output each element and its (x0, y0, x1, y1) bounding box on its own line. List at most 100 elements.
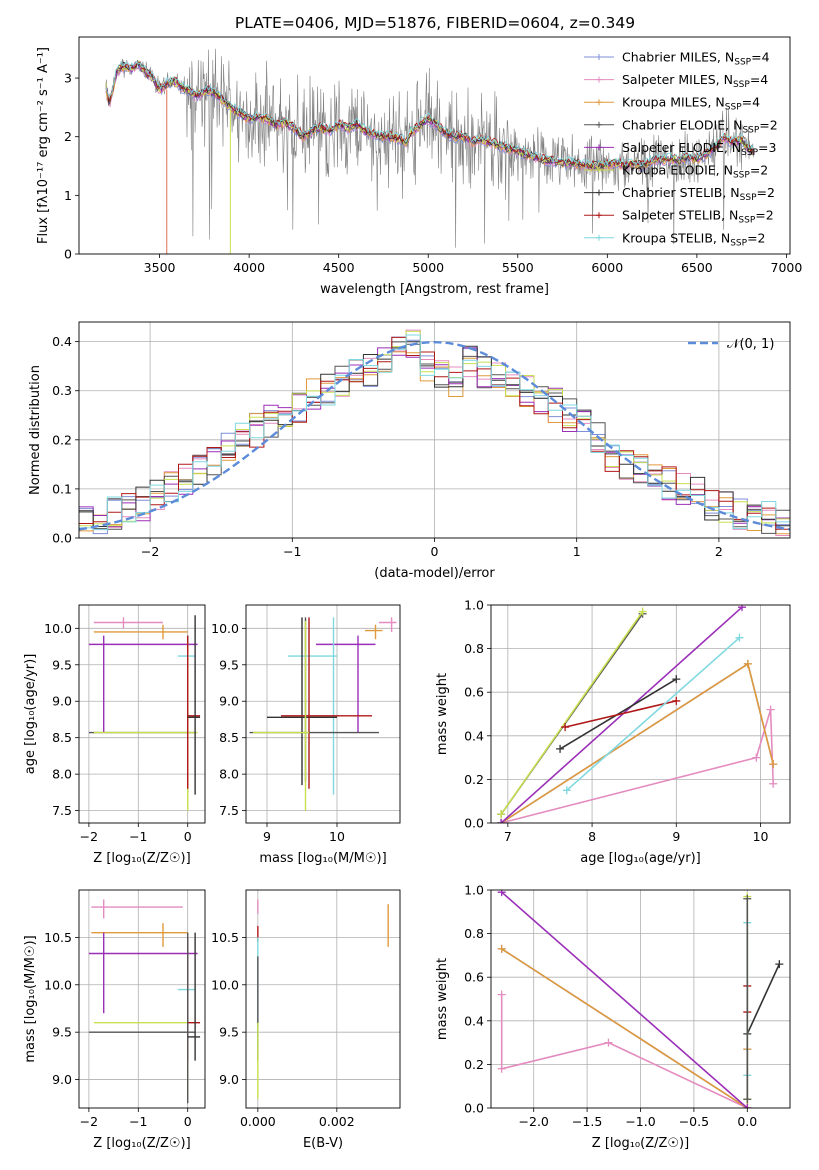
y-tick-label: 0.4 (464, 728, 484, 743)
plus-marker (743, 1095, 752, 1104)
series-line (564, 700, 677, 728)
x-tick-label: 0 (184, 829, 192, 844)
x-axis-label: Z [log₁₀(Z/Z☉)] (592, 1136, 689, 1151)
x-tick-label: −1.5 (572, 1114, 602, 1129)
y-axis-label: age [log₁₀(age/yr)] (23, 654, 38, 775)
x-tick-label: 6000 (591, 260, 623, 275)
axes-border (245, 889, 401, 1109)
plus-marker (638, 607, 647, 616)
x-tick-label: 3500 (144, 260, 176, 275)
histogram-step-line (79, 336, 790, 530)
data-point (288, 617, 337, 795)
panel-spectrum: 3500 4000 4500 5000 5500 6000 6500 7000 0 1 2 3 wave… (36, 36, 802, 297)
legend-label: Chabrier STELIB, NSSP=2 (622, 185, 775, 203)
data-point (88, 932, 196, 1104)
y-tick-label: 0.2 (52, 432, 72, 447)
data-point (249, 617, 379, 782)
x-tick-label: 0 (431, 544, 439, 559)
plot-area (246, 890, 400, 1108)
x-tick-label: −1 (129, 829, 147, 844)
data-point (316, 635, 376, 733)
x-tick-label: 5000 (412, 260, 444, 275)
y-tick-label: 10.0 (44, 621, 72, 636)
plus-marker (561, 723, 570, 732)
x-tick-label: 10 (329, 829, 345, 844)
y-tick-label: 9.0 (219, 1072, 239, 1087)
panels: 3500 4000 4500 5000 5500 6000 6500 70000123wave… (23, 36, 802, 1151)
legend-marker (596, 121, 602, 128)
plus-marker (743, 659, 752, 668)
y-tick-label: 1.0 (464, 598, 484, 613)
plot-area (79, 890, 205, 1108)
data-point (177, 984, 196, 1052)
plus-marker (737, 605, 746, 612)
series-line (500, 662, 774, 823)
y-tick-label: 3 (64, 71, 72, 86)
series-line (501, 891, 748, 1108)
data-point (93, 624, 188, 640)
y-tick-label: 0.4 (464, 1013, 484, 1028)
x-axis-label: age [log₁₀(age/yr)] (580, 851, 701, 866)
y-tick-label: 0.0 (52, 531, 72, 546)
y-tick-label: 0.2 (464, 772, 484, 787)
y-axis-label: Normed distribution (28, 365, 43, 495)
axes-frame: 9 10 7.5 8.0 8.5 9.0 9.5 10.0 mass [log₁₀(M/M☉)] (211, 604, 401, 866)
data-point (281, 617, 372, 789)
normal-curve (79, 340, 790, 531)
legend-label: Kroupa STELIB, NSSP=2 (622, 230, 766, 248)
x-axis-label: Z [log₁₀(Z/Z☉)] (93, 851, 190, 866)
y-tick-label: 1 (64, 188, 72, 203)
y-tick-label: 9.0 (219, 694, 239, 709)
axes-border (78, 889, 206, 1109)
y-tick-label: 0 (64, 247, 72, 262)
series-line (501, 948, 749, 1108)
x-tick-label: 10 (753, 829, 769, 844)
y-tick-label: 10.5 (211, 930, 239, 945)
data-point (88, 635, 198, 733)
legend-marker (596, 234, 602, 241)
series-line (500, 662, 774, 823)
x-tick-label: −2 (80, 829, 98, 844)
plus-marker (497, 1064, 506, 1073)
data-point (187, 932, 201, 1061)
y-tick-label: 10.0 (211, 977, 239, 992)
series-line (500, 611, 644, 815)
data-point (379, 617, 397, 632)
panel-mass-vs-ebv: 0.000 0.002 9.0 9.5 10.0 10.5 E(B-V) (211, 889, 401, 1151)
y-tick-label: 8.0 (219, 767, 239, 782)
legend-marker (596, 167, 602, 173)
x-tick-label: 9 (263, 829, 271, 844)
y-tick-label: 10.5 (44, 930, 72, 945)
data-point (253, 621, 309, 811)
y-tick-label: 0.3 (52, 383, 72, 398)
plus-marker (769, 779, 778, 788)
axes-frame: −2 −1 0 9.0 9.5 10.0 10.5 Z [log₁₀(Z/Z☉)] mass [… (23, 889, 206, 1151)
plus-marker (752, 753, 761, 762)
data-point (267, 617, 337, 786)
panel-mass-weight-vs-Z: −2.0 −1.5 −1.0 −0.5 0.0 0.0 0.2 0.4 0.6 0.8 1.0 Z [… (435, 883, 791, 1151)
data-point (93, 642, 198, 811)
legend-label: Chabrier MILES, NSSP=4 (622, 50, 770, 68)
data-point (187, 937, 201, 1061)
y-tick-label: 8.5 (52, 730, 72, 745)
y-tick-label: 8.5 (219, 730, 239, 745)
axes-frame: 7 8 9 10 0.0 0.2 0.4 0.6 0.8 1.0 age [log₁₀(age/yr… (435, 598, 791, 866)
x-tick-label: −1 (129, 1114, 147, 1129)
legend: Chabrier MILES, NSSP=4 Salpeter MILES, NS… (584, 50, 778, 248)
plus-marker (735, 633, 744, 642)
x-axis-label: mass [log₁₀(M/M☉)] (259, 851, 386, 866)
plus-marker (497, 990, 506, 999)
figure-title: PLATE=0406, MJD=51876, FIBERID=0604, z=0… (235, 14, 635, 32)
axes-frame: 3500 4000 4500 5000 5500 6000 6500 7000 0 1 2 3 wave… (36, 36, 802, 297)
y-tick-label: 0.6 (464, 685, 484, 700)
plot-area (246, 605, 400, 823)
x-tick-label: 0.000 (240, 1114, 276, 1129)
y-tick-label: 0.4 (52, 334, 72, 349)
panel-age-vs-mass: 9 10 7.5 8.0 8.5 9.0 9.5 10.0 mass [log₁₀(M/M☉)] (211, 604, 401, 866)
legend-marker (596, 144, 602, 151)
spectrum-model-line (105, 60, 754, 167)
x-tick-label: 0 (184, 1114, 192, 1129)
axes-frame: −2 −1 0 7.5 8.0 8.5 9.0 9.5 10.0 Z [log₁₀(Z/Z☉)] a… (23, 604, 206, 866)
y-tick-label: 2 (64, 129, 72, 144)
